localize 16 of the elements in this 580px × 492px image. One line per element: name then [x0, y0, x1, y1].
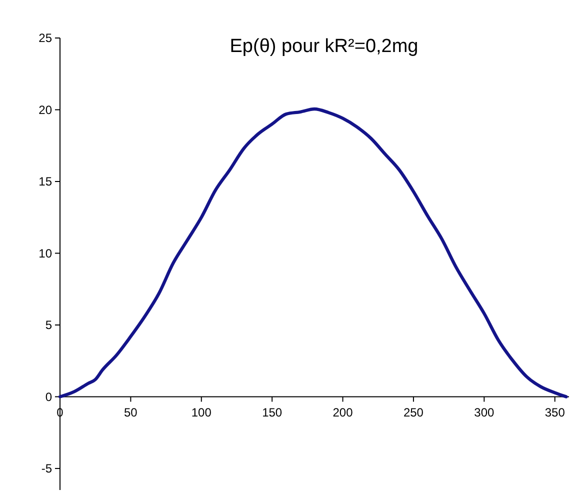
chart-title: Ep(θ) pour kR²=0,2mg [230, 36, 418, 57]
x-tick-label: 300 [474, 406, 494, 420]
y-tick-label: 10 [38, 246, 52, 260]
y-tick-label: 5 [45, 318, 52, 332]
y-tick-label: 20 [38, 102, 52, 117]
y-tick-label: 15 [38, 174, 52, 189]
y-tick-label: 25 [38, 31, 52, 46]
x-tick-label: 150 [262, 406, 282, 420]
x-tick-label: 200 [332, 406, 354, 420]
x-tick-label: 100 [191, 406, 212, 420]
x-tick-label: 50 [124, 406, 138, 420]
x-tick-label: 350 [544, 406, 566, 420]
line-series [58, 107, 568, 398]
y-tick-label: 0 [45, 390, 52, 404]
x-tick-label: 250 [403, 406, 424, 420]
y-tick-label: -5 [41, 462, 52, 476]
